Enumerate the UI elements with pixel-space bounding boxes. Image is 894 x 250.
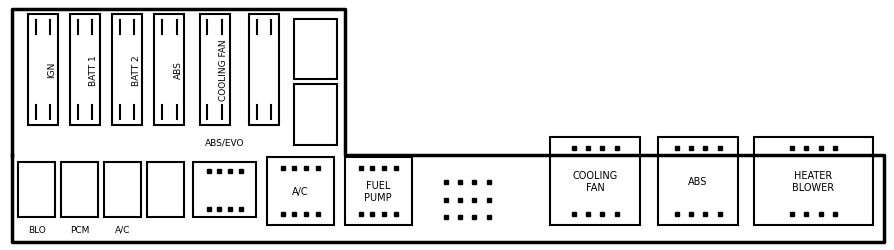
Bar bbox=[29, 15, 57, 125]
Bar bbox=[293, 20, 336, 80]
Text: BATT 2: BATT 2 bbox=[131, 55, 140, 85]
Text: ABS: ABS bbox=[173, 61, 182, 79]
Text: ABS/EVO: ABS/EVO bbox=[205, 138, 244, 147]
Text: COOLING FAN: COOLING FAN bbox=[219, 39, 228, 101]
Bar bbox=[70, 15, 100, 125]
Text: IGN: IGN bbox=[47, 62, 56, 78]
Bar bbox=[154, 15, 183, 125]
Bar bbox=[113, 15, 141, 125]
Bar bbox=[61, 162, 98, 218]
Text: A/C: A/C bbox=[291, 186, 308, 196]
Text: A/C: A/C bbox=[114, 225, 131, 234]
Text: BATT 1: BATT 1 bbox=[89, 55, 98, 85]
Bar bbox=[344, 158, 411, 225]
Bar bbox=[147, 162, 184, 218]
Text: BLO: BLO bbox=[28, 225, 46, 234]
Bar bbox=[754, 138, 872, 225]
Bar bbox=[249, 15, 279, 125]
Text: ABS: ABS bbox=[687, 176, 707, 186]
Bar bbox=[199, 15, 229, 125]
Bar bbox=[550, 138, 639, 225]
Bar bbox=[293, 85, 336, 145]
Bar bbox=[657, 138, 738, 225]
Text: FUEL
PUMP: FUEL PUMP bbox=[364, 180, 392, 202]
Bar bbox=[104, 162, 141, 218]
Text: HEATER
BLOWER: HEATER BLOWER bbox=[791, 170, 834, 192]
Bar bbox=[18, 162, 55, 218]
Text: PCM: PCM bbox=[70, 225, 89, 234]
Text: COOLING
FAN: COOLING FAN bbox=[572, 170, 617, 192]
Bar bbox=[193, 162, 256, 218]
Bar bbox=[266, 158, 333, 225]
